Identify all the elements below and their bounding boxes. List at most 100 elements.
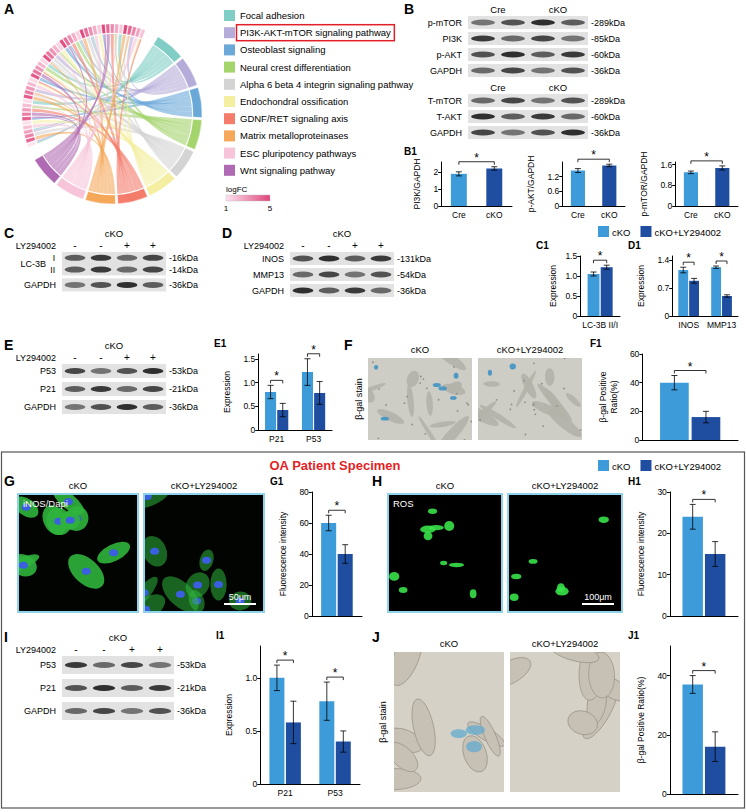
svg-text:β-gal stain: β-gal stain: [378, 701, 388, 743]
svg-text:1: 1: [224, 204, 229, 213]
svg-text:*: *: [335, 499, 340, 513]
svg-text:GAPDH: GAPDH: [430, 66, 462, 76]
svg-text:1.5: 1.5: [565, 251, 577, 261]
svg-text:Cre: Cre: [684, 210, 698, 220]
svg-text:*: *: [719, 250, 724, 264]
svg-text:-: -: [99, 352, 102, 363]
svg-text:B: B: [404, 1, 414, 17]
svg-text:E1: E1: [214, 338, 227, 349]
svg-text:0: 0: [662, 789, 667, 799]
svg-text:J: J: [372, 629, 380, 645]
svg-text:cKO: cKO: [105, 340, 123, 351]
svg-text:*: *: [598, 249, 603, 263]
svg-text:J1: J1: [628, 630, 640, 641]
svg-text:GAPDH: GAPDH: [430, 128, 462, 138]
svg-text:1.6: 1.6: [660, 160, 672, 170]
svg-text:cKO: cKO: [436, 480, 454, 491]
svg-text:+: +: [124, 240, 130, 251]
svg-text:B1: B1: [404, 146, 417, 157]
svg-text:1.5: 1.5: [243, 354, 255, 364]
svg-text:-: -: [301, 240, 304, 251]
svg-text:cKO: cKO: [440, 638, 458, 649]
svg-text:I1: I1: [216, 630, 225, 641]
svg-text:iNOS/Dapi: iNOS/Dapi: [23, 498, 68, 509]
svg-text:cKO+LY294002: cKO+LY294002: [532, 638, 599, 649]
svg-text:PI3K: PI3K: [442, 34, 462, 44]
svg-text:*: *: [702, 660, 707, 674]
svg-text:*: *: [702, 488, 707, 502]
svg-text:I: I: [53, 253, 55, 263]
svg-text:40: 40: [299, 549, 309, 559]
svg-text:0.6: 0.6: [547, 186, 559, 196]
svg-text:PI3K-AKT-mTOR signaling pathwa: PI3K-AKT-mTOR signaling pathway: [240, 27, 391, 38]
svg-text:Expression: Expression: [636, 265, 646, 307]
svg-text:P21: P21: [40, 683, 56, 693]
svg-text:GAPDH: GAPDH: [252, 286, 284, 296]
svg-text:Cre: Cre: [452, 210, 466, 220]
svg-text:Expression: Expression: [222, 371, 232, 413]
svg-text:0.5: 0.5: [245, 726, 257, 736]
svg-text:cKO: cKO: [333, 228, 351, 239]
svg-text:II: II: [50, 265, 55, 275]
svg-text:40: 40: [657, 671, 667, 681]
svg-text:40: 40: [630, 378, 640, 388]
svg-text:cKO+LY294002: cKO+LY294002: [532, 480, 599, 491]
svg-text:cKO: cKO: [549, 82, 567, 93]
svg-text:-: -: [327, 240, 330, 251]
svg-text:β-gal stain: β-gal stain: [354, 378, 364, 420]
svg-text:T-mTOR: T-mTOR: [428, 96, 463, 106]
svg-text:cKO: cKO: [612, 461, 630, 472]
svg-text:-21kDa: -21kDa: [169, 384, 198, 394]
svg-text:20: 20: [630, 406, 640, 416]
svg-text:10: 10: [657, 570, 667, 580]
svg-text:1.0: 1.0: [243, 378, 255, 388]
svg-text:20: 20: [299, 580, 309, 590]
svg-text:P21: P21: [278, 788, 293, 798]
svg-text:-53kDa: -53kDa: [177, 660, 206, 670]
svg-text:cKO: cKO: [601, 210, 618, 220]
svg-text:Expression: Expression: [548, 265, 558, 307]
svg-text:80: 80: [299, 487, 309, 497]
svg-text:-14kDa: -14kDa: [169, 265, 198, 275]
svg-text:0.5: 0.5: [565, 291, 577, 301]
svg-text:Cre: Cre: [490, 82, 505, 93]
svg-text:D1: D1: [628, 240, 641, 251]
svg-text:Ratio(%): Ratio(%): [609, 380, 619, 413]
svg-text:GDNF/RET signaling axis: GDNF/RET signaling axis: [240, 113, 348, 124]
svg-text:1.0: 1.0: [245, 673, 257, 683]
svg-text:Osteoblast signaling: Osteoblast signaling: [240, 44, 326, 55]
svg-text:P53: P53: [40, 660, 56, 670]
svg-text:Expression: Expression: [224, 694, 234, 736]
svg-text:-36kDa: -36kDa: [591, 66, 620, 76]
svg-text:Matrix metalloproteinases: Matrix metalloproteinases: [240, 130, 348, 141]
svg-text:Focal adhesion: Focal adhesion: [240, 10, 304, 21]
svg-text:*: *: [311, 343, 316, 357]
svg-text:ROS: ROS: [393, 498, 414, 509]
svg-text:cKO+LY294002: cKO+LY294002: [654, 461, 721, 472]
svg-text:OA Patient Specimen: OA Patient Specimen: [270, 458, 401, 473]
svg-text:-16kDa: -16kDa: [169, 253, 198, 263]
svg-text:-60kDa: -60kDa: [591, 112, 620, 122]
svg-text:-289kDa: -289kDa: [591, 96, 625, 106]
svg-text:+: +: [150, 352, 156, 363]
svg-text:cKO: cKO: [105, 228, 123, 239]
svg-text:GAPDH: GAPDH: [24, 280, 56, 290]
svg-text:LY294002: LY294002: [16, 241, 56, 251]
svg-text:p-mTOR: p-mTOR: [428, 18, 463, 28]
svg-text:H1: H1: [628, 476, 641, 487]
svg-text:*: *: [704, 150, 709, 164]
svg-text:G: G: [4, 473, 15, 489]
svg-text:cKO: cKO: [486, 210, 503, 220]
svg-text:-21kDa: -21kDa: [177, 683, 206, 693]
svg-text:GAPDH: GAPDH: [24, 706, 56, 716]
svg-text:-36kDa: -36kDa: [177, 706, 206, 716]
svg-text:PI3K/GAPDH: PI3K/GAPDH: [412, 158, 422, 209]
svg-text:+: +: [124, 352, 130, 363]
svg-text:*: *: [274, 369, 279, 383]
svg-text:F: F: [344, 337, 353, 353]
svg-text:0: 0: [433, 201, 438, 211]
svg-text:-36kDa: -36kDa: [591, 128, 620, 138]
svg-text:A: A: [4, 1, 14, 17]
svg-text:β-gal Positive Ratio(%): β-gal Positive Ratio(%): [636, 677, 646, 764]
svg-text:-: -: [99, 240, 102, 251]
